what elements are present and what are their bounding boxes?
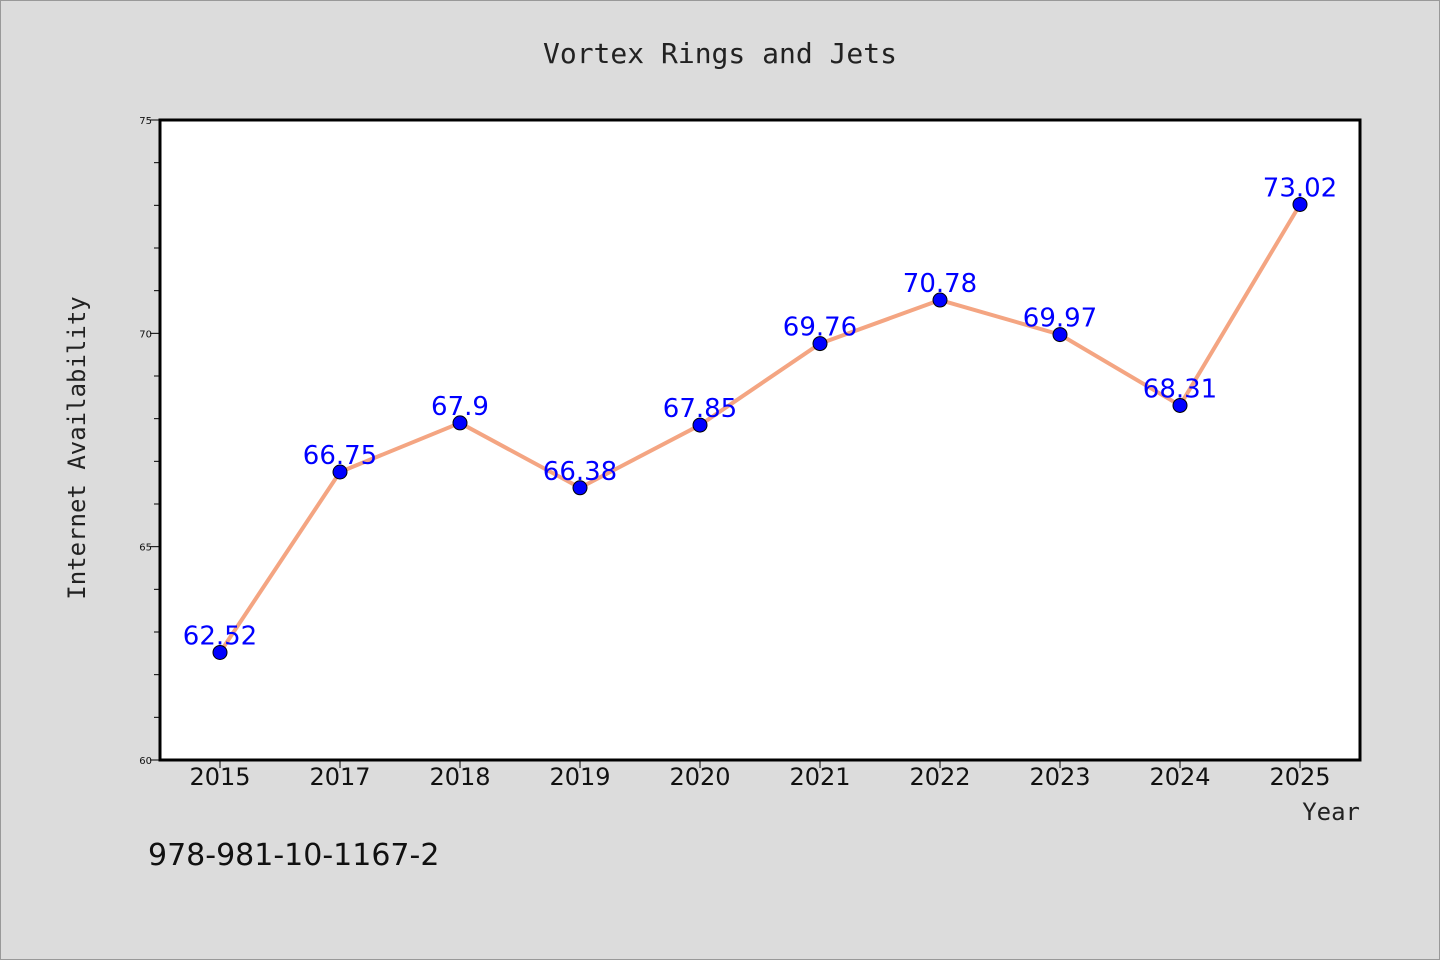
x-tick-label: 2020 bbox=[669, 763, 730, 791]
y-tick-label: 60 bbox=[139, 756, 152, 767]
data-point bbox=[932, 292, 948, 308]
y-tick-label: 65 bbox=[139, 543, 152, 554]
isbn-text: 978-981-10-1167-2 bbox=[148, 838, 439, 873]
x-tick-label: 2018 bbox=[429, 763, 490, 791]
y-axis-label: Internet Availability bbox=[63, 296, 91, 599]
x-tick-label: 2022 bbox=[909, 763, 970, 791]
y-tick-label: 75 bbox=[139, 116, 152, 127]
x-tick-label: 2019 bbox=[549, 763, 610, 791]
x-axis-label: Year bbox=[1302, 798, 1360, 826]
data-label: 62.52 bbox=[183, 621, 257, 651]
data-point bbox=[812, 336, 828, 352]
x-tick-label: 2024 bbox=[1149, 763, 1210, 791]
plot-area bbox=[158, 118, 1362, 762]
y-axis: 60 65 70 75 bbox=[139, 116, 160, 767]
data-label: 67.85 bbox=[663, 394, 737, 424]
chart-title: Vortex Rings and Jets bbox=[543, 37, 897, 70]
x-tick-label: 2025 bbox=[1269, 763, 1330, 791]
data-label: 69.97 bbox=[1023, 304, 1097, 334]
x-tick-label: 2017 bbox=[309, 763, 370, 791]
data-point bbox=[452, 415, 468, 431]
data-point bbox=[332, 464, 348, 480]
data-label: 70.78 bbox=[903, 269, 977, 299]
data-labels: 62.52 66.75 67.9 66.38 67.85 69.76 70.78 69.97 6… bbox=[183, 173, 1337, 651]
data-point bbox=[572, 480, 588, 496]
data-label: 73.02 bbox=[1263, 173, 1337, 203]
data-label: 66.38 bbox=[543, 457, 617, 487]
data-point bbox=[1172, 397, 1188, 413]
series-line bbox=[218, 203, 1302, 654]
x-axis: 2015 2017 2018 2019 2020 2021 2022 2023 2024 2025 bbox=[189, 760, 1331, 791]
x-tick-label: 2021 bbox=[789, 763, 850, 791]
data-point bbox=[212, 644, 228, 660]
y-tick-label: 70 bbox=[139, 329, 152, 340]
data-point bbox=[1052, 327, 1068, 343]
data-label: 68.31 bbox=[1143, 374, 1217, 404]
data-label: 69.76 bbox=[783, 313, 857, 343]
data-label: 66.75 bbox=[303, 441, 377, 471]
series-markers bbox=[212, 196, 1308, 660]
x-tick-label: 2015 bbox=[189, 763, 250, 791]
data-point bbox=[692, 417, 708, 433]
data-point bbox=[1292, 196, 1308, 212]
data-label: 67.9 bbox=[431, 392, 489, 422]
x-tick-label: 2023 bbox=[1029, 763, 1090, 791]
